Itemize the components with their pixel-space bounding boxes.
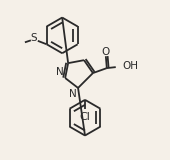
Text: Cl: Cl	[80, 112, 90, 122]
Text: S: S	[31, 33, 37, 43]
Text: O: O	[102, 47, 110, 57]
Text: N: N	[69, 89, 77, 99]
Text: OH: OH	[123, 61, 139, 71]
Text: N: N	[56, 67, 64, 77]
